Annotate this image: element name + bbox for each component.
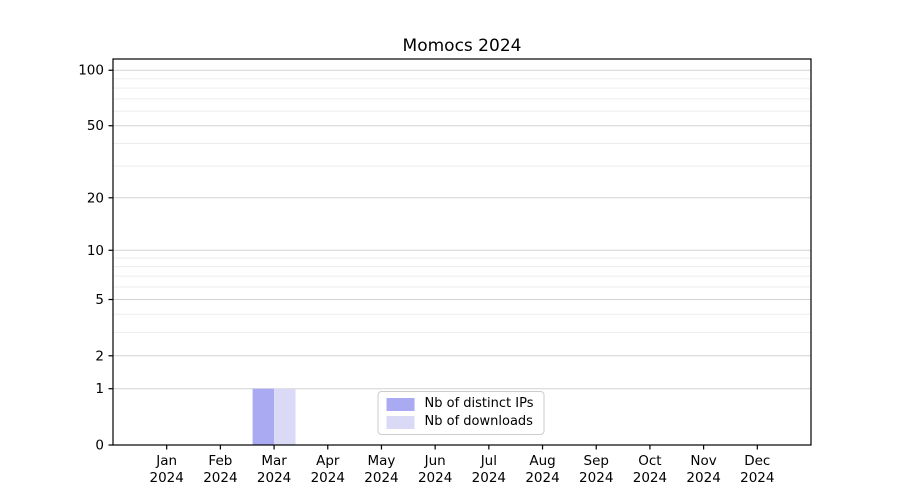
x-tick-label-month: Apr [316, 453, 340, 469]
x-tick-label-year: 2024 [364, 470, 398, 486]
x-tick-label-year: 2024 [418, 470, 452, 486]
chart-title: Momocs 2024 [402, 36, 522, 56]
x-tick-label-month: Jul [480, 453, 497, 469]
bar[interactable] [274, 388, 296, 445]
plot-border [112, 58, 812, 446]
y-tick-label: 5 [95, 292, 104, 308]
x-tick-label-month: Mar [261, 453, 287, 469]
y-tick-label: 1 [95, 381, 104, 397]
x-tick-label-year: 2024 [633, 470, 667, 486]
x-tick-label-month: Aug [529, 453, 555, 469]
legend: Nb of distinct IPs Nb of downloads [377, 391, 545, 435]
x-tick-label-year: 2024 [686, 470, 720, 486]
x-tick-label-month: Oct [638, 453, 661, 469]
legend-item: Nb of distinct IPs [386, 396, 534, 412]
y-tick-label: 0 [95, 438, 104, 454]
legend-label: Nb of downloads [424, 414, 533, 429]
x-tick-label-year: 2024 [203, 470, 237, 486]
legend-swatch [386, 397, 415, 411]
x-tick-label-month: Dec [744, 453, 770, 469]
y-tick-label: 50 [87, 118, 104, 134]
y-tick-label: 10 [87, 243, 104, 259]
bar[interactable] [252, 388, 275, 445]
x-tick-label-month: Feb [208, 453, 232, 469]
legend-swatch [386, 415, 415, 429]
x-tick-label-month: Sep [584, 453, 609, 469]
legend-item: Nb of downloads [386, 414, 534, 430]
x-tick-label-year: 2024 [525, 470, 559, 486]
x-tick-label-month: May [368, 453, 396, 469]
x-tick-label-month: Jan [155, 453, 177, 469]
x-tick-label-year: 2024 [311, 470, 345, 486]
y-tick-label: 100 [78, 63, 104, 79]
x-tick-label-year: 2024 [257, 470, 291, 486]
x-tick-label-year: 2024 [472, 470, 506, 486]
x-tick-label-month: Nov [690, 453, 716, 469]
y-tick-label: 2 [95, 348, 104, 364]
y-tick-label: 20 [87, 190, 104, 206]
x-tick-label-year: 2024 [579, 470, 613, 486]
x-tick-label-month: Jun [424, 453, 446, 469]
x-tick-label-year: 2024 [740, 470, 774, 486]
x-tick-label-year: 2024 [150, 470, 184, 486]
legend-label: Nb of distinct IPs [424, 396, 534, 411]
